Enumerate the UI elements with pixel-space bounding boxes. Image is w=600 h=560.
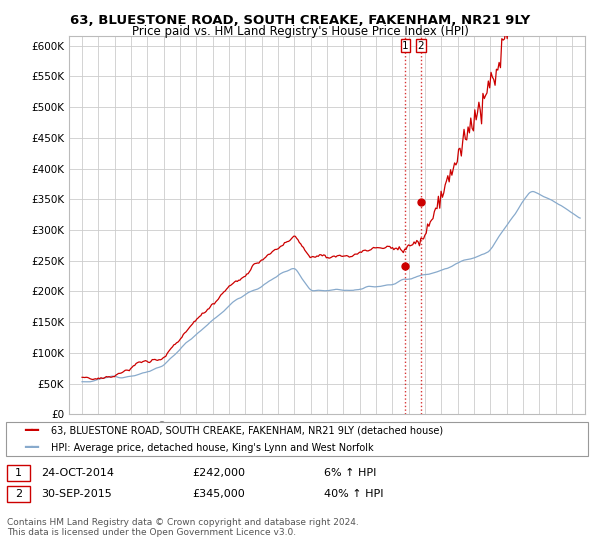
Text: 1: 1 [15, 468, 22, 478]
Text: Contains HM Land Registry data © Crown copyright and database right 2024.
This d: Contains HM Land Registry data © Crown c… [7, 518, 359, 538]
Text: 2: 2 [418, 41, 424, 50]
Text: £242,000: £242,000 [192, 468, 245, 478]
Text: 24-OCT-2014: 24-OCT-2014 [41, 468, 114, 478]
Text: 63, BLUESTONE ROAD, SOUTH CREAKE, FAKENHAM, NR21 9LY (detached house): 63, BLUESTONE ROAD, SOUTH CREAKE, FAKENH… [51, 426, 443, 435]
Text: 6% ↑ HPI: 6% ↑ HPI [324, 468, 376, 478]
Text: HPI: Average price, detached house, King's Lynn and West Norfolk: HPI: Average price, detached house, King… [51, 443, 374, 452]
Text: 40% ↑ HPI: 40% ↑ HPI [324, 489, 383, 499]
Text: 1: 1 [402, 41, 409, 50]
Text: 30-SEP-2015: 30-SEP-2015 [41, 489, 112, 499]
Text: Price paid vs. HM Land Registry's House Price Index (HPI): Price paid vs. HM Land Registry's House … [131, 25, 469, 38]
Text: 2: 2 [15, 489, 22, 499]
Text: 63, BLUESTONE ROAD, SOUTH CREAKE, FAKENHAM, NR21 9LY: 63, BLUESTONE ROAD, SOUTH CREAKE, FAKENH… [70, 14, 530, 27]
Text: £345,000: £345,000 [192, 489, 245, 499]
Text: ━━: ━━ [24, 424, 39, 437]
Text: ━━: ━━ [24, 441, 39, 454]
